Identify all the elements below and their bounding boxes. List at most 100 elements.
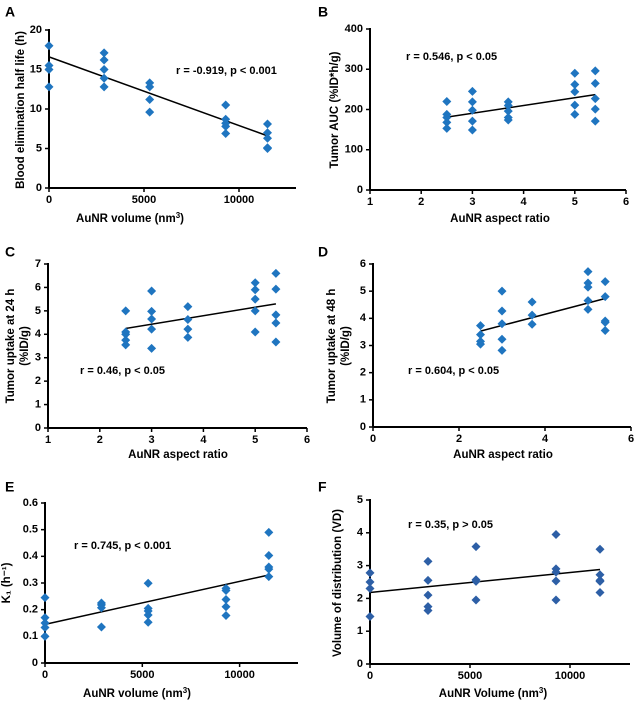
data-point bbox=[471, 595, 481, 605]
data-point bbox=[121, 335, 131, 345]
data-point bbox=[570, 68, 580, 78]
y-tick-label: 5 bbox=[360, 285, 366, 297]
x-tick-label: 0 bbox=[367, 670, 373, 682]
data-point bbox=[143, 610, 153, 620]
y-tick-label: 0.2 bbox=[23, 604, 38, 616]
correlation-annotation: r = 0.546, p < 0.05 bbox=[406, 51, 497, 63]
x-axis-title: AuNR volume (nm3) bbox=[83, 686, 191, 700]
data-point bbox=[221, 611, 231, 621]
data-point bbox=[595, 587, 605, 597]
data-point bbox=[221, 121, 231, 131]
data-point bbox=[471, 576, 481, 586]
y-axis-title: Tumor uptake at 48 h bbox=[326, 289, 338, 404]
data-point bbox=[570, 109, 580, 119]
data-point bbox=[476, 321, 485, 331]
x-tick-label: 0 bbox=[370, 433, 376, 445]
x-tick-label: 10000 bbox=[224, 194, 255, 206]
data-point bbox=[44, 41, 54, 51]
data-point bbox=[503, 100, 513, 110]
data-point bbox=[147, 324, 157, 334]
y-axis-title-line2: (%ID/g) bbox=[340, 326, 352, 366]
y-tick-label: 0.1 bbox=[23, 630, 38, 642]
x-tick-label: 5000 bbox=[132, 194, 156, 206]
data-point bbox=[595, 570, 605, 580]
data-point bbox=[264, 564, 274, 574]
y-tick-label: 0 bbox=[357, 658, 363, 670]
data-point bbox=[271, 337, 281, 347]
x-tick-label: 5000 bbox=[458, 670, 482, 682]
data-point bbox=[250, 285, 260, 295]
y-tick-label: 300 bbox=[345, 63, 363, 75]
y-tick-label: 2 bbox=[360, 367, 366, 379]
data-point bbox=[527, 297, 537, 307]
data-point bbox=[96, 622, 106, 632]
data-point bbox=[221, 585, 231, 595]
data-point bbox=[423, 606, 433, 616]
data-point bbox=[476, 330, 485, 340]
data-point bbox=[497, 306, 507, 316]
data-point bbox=[250, 294, 260, 304]
data-point bbox=[44, 82, 54, 92]
data-point bbox=[570, 100, 580, 110]
y-tick-label: 400 bbox=[345, 23, 363, 35]
y-tick-label: 6 bbox=[360, 258, 366, 270]
x-tick-label: 6 bbox=[623, 196, 629, 208]
data-point bbox=[365, 584, 375, 594]
y-tick-label: 0 bbox=[357, 184, 363, 196]
panel-letter: D bbox=[318, 244, 328, 260]
x-tick-label: 4 bbox=[200, 434, 207, 446]
y-tick-label: 3 bbox=[35, 352, 41, 364]
data-point bbox=[263, 144, 272, 153]
data-point bbox=[497, 286, 507, 296]
x-tick-label: 2 bbox=[456, 433, 462, 445]
y-tick-label: 2 bbox=[35, 375, 41, 387]
data-point bbox=[551, 595, 561, 605]
data-point bbox=[583, 282, 593, 292]
data-point bbox=[442, 96, 452, 106]
correlation-annotation: r = 0.35, p > 0.05 bbox=[408, 519, 493, 531]
regression-line bbox=[369, 568, 601, 594]
data-point bbox=[467, 86, 477, 96]
y-tick-label: 2 bbox=[357, 592, 363, 604]
y-tick-label: 6 bbox=[35, 281, 41, 293]
y-tick-label: 100 bbox=[345, 144, 363, 156]
x-axis-title: AuNR aspect ratio bbox=[128, 449, 228, 461]
data-point bbox=[183, 315, 193, 325]
data-point bbox=[40, 618, 50, 628]
x-tick-label: 0 bbox=[42, 669, 48, 681]
y-tick-label: 4 bbox=[357, 527, 364, 539]
data-point bbox=[121, 306, 131, 316]
correlation-annotation: r = 0.745, p < 0.001 bbox=[74, 540, 171, 552]
y-tick-label: 5 bbox=[357, 494, 363, 506]
data-point bbox=[221, 100, 231, 110]
regression-line bbox=[48, 56, 268, 137]
panel-e: E 0 0.1 0.2 0.3 0.4 0.5 0.6 0 5000 10000 AuNR volum… bbox=[1, 479, 298, 700]
x-tick-label: 4 bbox=[542, 433, 549, 445]
panel-letter: C bbox=[5, 244, 15, 260]
data-point bbox=[600, 326, 610, 336]
data-point bbox=[423, 556, 433, 566]
data-point bbox=[145, 95, 155, 105]
data-point bbox=[570, 87, 580, 97]
y-tick-label: 4 bbox=[35, 328, 42, 340]
data-point bbox=[423, 575, 433, 585]
data-point bbox=[145, 107, 155, 117]
data-point bbox=[263, 119, 272, 129]
data-point bbox=[467, 116, 477, 126]
panel-f: F 0 1 2 3 4 5 0 5000 10000 AuNR Volume (nm3) Volume… bbox=[318, 479, 630, 700]
y-tick-label: 15 bbox=[30, 63, 42, 75]
data-point bbox=[250, 306, 260, 316]
data-point bbox=[271, 318, 281, 328]
y-tick-label: 0 bbox=[32, 657, 38, 669]
data-point bbox=[99, 65, 109, 74]
data-point bbox=[442, 123, 452, 133]
data-point bbox=[121, 340, 131, 350]
data-point bbox=[497, 345, 507, 355]
x-tick-label: 2 bbox=[97, 434, 103, 446]
data-point bbox=[551, 529, 561, 539]
data-point bbox=[264, 572, 274, 582]
y-tick-label: 4 bbox=[360, 312, 367, 324]
data-point bbox=[99, 73, 109, 83]
data-point bbox=[600, 277, 610, 287]
panel-d: D 0 1 2 3 4 5 6 0 2 4 6 AuNR aspect ratio Tumor uptak… bbox=[318, 244, 634, 461]
